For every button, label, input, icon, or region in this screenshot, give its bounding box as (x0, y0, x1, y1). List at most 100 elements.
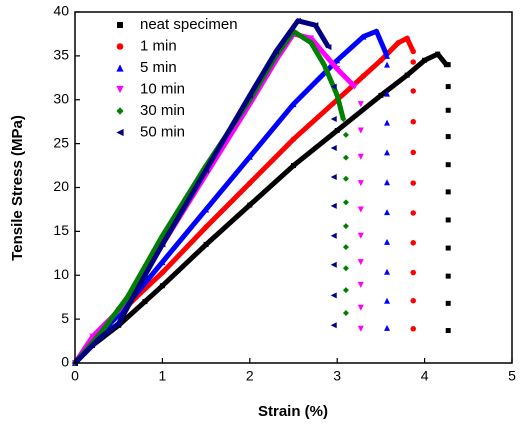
point (290, 101, 297, 108)
point (410, 240, 416, 246)
point (273, 48, 280, 55)
point (410, 118, 416, 125)
point (342, 199, 349, 206)
point (360, 73, 367, 79)
x-tick-label: 2 (246, 368, 254, 384)
point (330, 322, 337, 329)
point (330, 116, 337, 123)
x-tick-label: 3 (333, 368, 341, 384)
point (357, 180, 364, 187)
point (410, 149, 416, 156)
point (124, 294, 131, 301)
point (404, 35, 410, 42)
point (330, 173, 337, 180)
point (445, 273, 451, 279)
legend-label: 30 min (140, 102, 185, 119)
legend-marker (116, 107, 124, 115)
point (342, 309, 349, 316)
point (159, 259, 166, 266)
point (203, 206, 210, 213)
point (330, 261, 337, 268)
point (325, 44, 332, 51)
point (445, 107, 451, 113)
point (373, 28, 380, 35)
curve (73, 28, 346, 365)
point (357, 304, 364, 311)
y-tick-label: 15 (53, 222, 69, 238)
point (342, 175, 349, 182)
point (294, 17, 301, 24)
point (247, 180, 253, 186)
point (357, 325, 364, 332)
y-tick-label: 25 (53, 134, 69, 150)
point (410, 210, 416, 216)
point (159, 241, 166, 248)
point (142, 299, 148, 305)
y-tick-label: 5 (61, 310, 69, 326)
point (330, 232, 337, 239)
legend-label: neat specimen (140, 16, 238, 33)
point (384, 209, 391, 216)
legend-marker (116, 64, 124, 72)
point (330, 83, 337, 90)
point (410, 180, 416, 186)
point (384, 61, 391, 68)
point (115, 320, 122, 327)
legend-label: 50 min (140, 123, 185, 140)
point (246, 92, 253, 99)
point (445, 134, 451, 140)
point (203, 242, 209, 248)
point (246, 153, 253, 160)
point (357, 259, 364, 266)
point (330, 202, 337, 209)
y-tick-label: 40 (53, 3, 69, 19)
point (330, 145, 337, 152)
point (445, 217, 451, 223)
point (291, 163, 296, 169)
point (342, 154, 349, 161)
point (360, 33, 367, 40)
point (312, 22, 319, 29)
point (384, 268, 391, 275)
y-tick-label: 0 (61, 354, 69, 370)
point (159, 269, 166, 276)
point (357, 127, 364, 134)
point (445, 245, 451, 251)
point (340, 116, 347, 123)
point (445, 189, 451, 195)
plot-frame (74, 11, 513, 364)
point (89, 333, 96, 340)
point (342, 287, 349, 294)
point (404, 72, 410, 78)
point (334, 127, 340, 133)
point (203, 166, 210, 173)
point (445, 62, 451, 68)
point (445, 328, 451, 334)
point (342, 244, 349, 251)
point (342, 223, 349, 230)
point (410, 269, 416, 276)
point (334, 92, 341, 99)
y-tick-label: 20 (53, 178, 69, 194)
point (384, 90, 391, 97)
point (445, 84, 451, 90)
point (351, 83, 358, 90)
x-tick-label: 1 (159, 368, 167, 384)
y-tick-label: 30 (53, 90, 69, 106)
x-tick-label: 5 (508, 368, 516, 384)
x-tick-label: 0 (71, 368, 79, 384)
point (357, 153, 364, 160)
point (357, 232, 364, 239)
point (159, 283, 165, 289)
legend-label: 5 min (140, 59, 177, 76)
point (410, 88, 416, 94)
point (410, 297, 416, 304)
point (384, 324, 391, 331)
legend-label: 10 min (140, 80, 185, 97)
point (378, 57, 384, 64)
point (247, 202, 253, 208)
point (445, 162, 451, 168)
point (342, 131, 349, 138)
point (357, 101, 364, 108)
